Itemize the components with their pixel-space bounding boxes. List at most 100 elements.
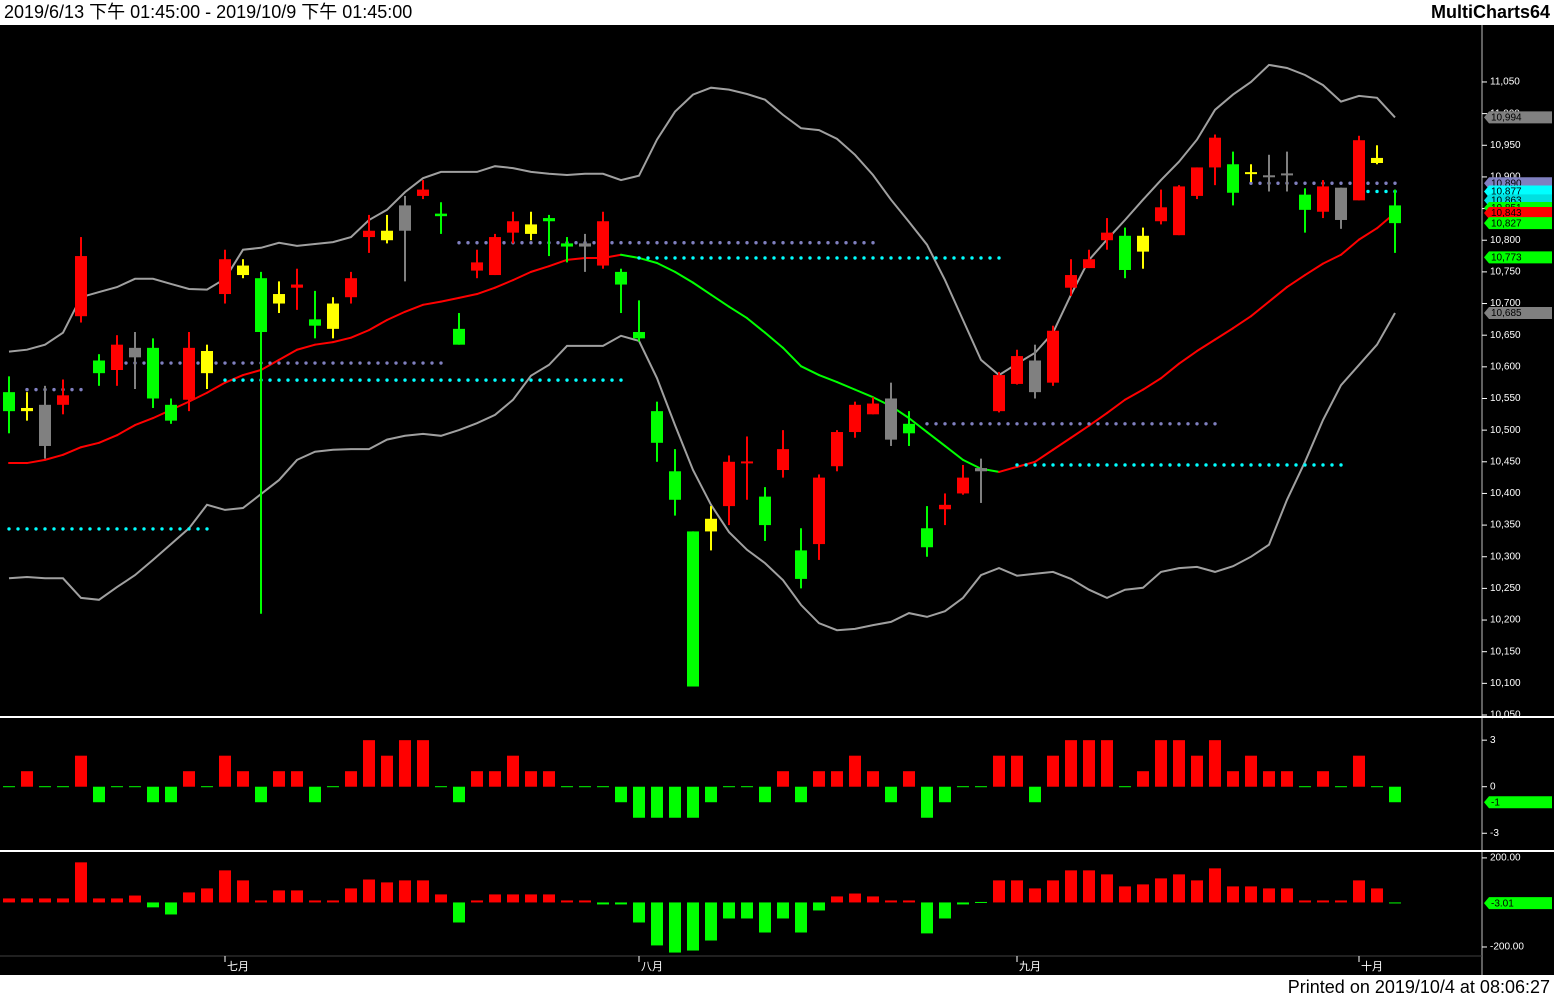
price-tag [1484, 897, 1552, 910]
level-dot [205, 527, 209, 531]
level-dot [466, 378, 470, 382]
moving-average-segment [260, 358, 280, 371]
candle-body [1299, 194, 1311, 210]
moving-average-segment [206, 381, 226, 394]
level-dot [565, 378, 569, 382]
level-dot [736, 241, 740, 245]
level-dot [1366, 189, 1370, 194]
moving-average-segment [1214, 327, 1234, 341]
y-tick-label: 200.00 [1490, 853, 1521, 864]
level-dot [673, 256, 677, 260]
level-dot [1294, 181, 1298, 185]
candle-body [1263, 175, 1275, 178]
histogram-bar [417, 880, 429, 903]
level-dot [997, 422, 1001, 426]
histogram-bar [849, 755, 861, 787]
moving-average-segment [656, 262, 676, 273]
histogram-bar [111, 898, 123, 903]
moving-average-segment [386, 310, 406, 321]
level-dot [304, 361, 308, 365]
moving-average-segment [926, 431, 946, 447]
price-tag-label: 10,877 [1491, 187, 1522, 198]
histogram-bar [255, 786, 267, 803]
level-dot [1051, 463, 1055, 467]
level-dot [799, 241, 803, 245]
level-dot [970, 256, 974, 260]
price-tag [1484, 111, 1552, 124]
level-dot [1132, 422, 1136, 426]
candle-body [705, 518, 717, 532]
level-dot [412, 378, 416, 382]
level-dot [988, 422, 992, 426]
candle-body [795, 550, 807, 579]
histogram-bar [867, 896, 879, 903]
histogram-bar [723, 902, 735, 919]
y-tick-label: -200.00 [1490, 942, 1524, 953]
level-dot [70, 387, 74, 392]
histogram-bar [1371, 888, 1383, 903]
histogram-bar [165, 786, 177, 803]
month-label: 十月 [1361, 959, 1383, 973]
histogram-bar [1245, 886, 1257, 903]
level-dot [1366, 181, 1370, 185]
level-dot [340, 378, 344, 382]
histogram-bar [795, 902, 807, 933]
candle-body [1191, 167, 1203, 196]
level-dot [1348, 181, 1352, 185]
level-dot [25, 387, 29, 392]
y-tick-label: 10,100 [1490, 678, 1521, 689]
candle-body [237, 265, 249, 276]
histogram-bar [669, 902, 681, 953]
candle-body [417, 189, 429, 196]
level-dot [1177, 422, 1181, 426]
level-dot [898, 256, 902, 260]
level-dot [781, 241, 785, 245]
histogram-bar [183, 771, 195, 787]
histogram-bar [3, 898, 15, 903]
level-dot [1024, 422, 1028, 426]
level-dot [835, 241, 839, 245]
histogram-bar [435, 894, 447, 903]
level-dot [682, 241, 686, 245]
moving-average-segment [1268, 286, 1288, 303]
level-dot [556, 378, 560, 382]
candle-body [1173, 186, 1185, 236]
level-dot [223, 378, 227, 382]
histogram-bar [1389, 786, 1401, 803]
price-tag-label: 10,827 [1491, 218, 1522, 229]
histogram-bar [93, 898, 105, 903]
level-dot [1312, 181, 1316, 185]
histogram-bar [1137, 884, 1149, 903]
level-dot [637, 241, 641, 245]
level-dot [61, 527, 65, 531]
level-dot [1150, 422, 1154, 426]
level-dot [889, 256, 893, 260]
level-dot [691, 256, 695, 260]
histogram-bar [777, 902, 789, 919]
level-dot [1087, 422, 1091, 426]
level-dot [367, 378, 371, 382]
level-dot [754, 241, 758, 245]
level-dot [250, 361, 254, 365]
y-tick-label: 10,550 [1490, 393, 1521, 404]
level-dot [1384, 181, 1388, 185]
level-dot [1105, 463, 1109, 467]
level-dot [1114, 422, 1118, 426]
histogram-bar [39, 898, 51, 903]
level-dot [511, 378, 515, 382]
histogram-bar [399, 880, 411, 903]
moving-average-segment [566, 256, 586, 261]
level-dot [34, 387, 38, 392]
y-tick-label: 10,250 [1490, 583, 1521, 594]
histogram-bar [903, 900, 915, 903]
moving-average-segment [764, 331, 784, 349]
level-dot [691, 241, 695, 245]
level-dot [988, 256, 992, 260]
level-dot [763, 256, 767, 260]
level-dot [394, 378, 398, 382]
level-dot [1015, 422, 1019, 426]
level-dot [1132, 463, 1136, 467]
level-dot [1267, 463, 1271, 467]
candle-body [1083, 259, 1095, 269]
level-dot [223, 361, 227, 365]
